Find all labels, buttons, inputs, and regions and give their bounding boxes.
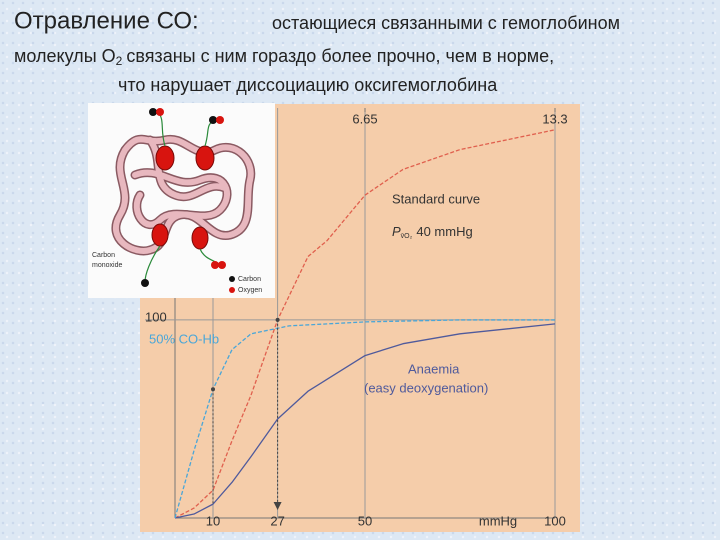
arrow-head	[273, 502, 282, 510]
plot: 100 10 27 50 100 mmHg 6.65 13.3 Standard curve Pv…	[145, 108, 568, 528]
slide-text: что нарушает диссоциацию оксигемоглобина	[118, 75, 498, 95]
slide-text: остающиеся связанными с гемоглобином	[272, 13, 620, 33]
inset-label: monoxide	[92, 262, 122, 269]
series-line	[174, 319, 555, 519]
slide-text: молекулы O	[14, 46, 116, 66]
inset-label: Carbon	[92, 252, 115, 259]
series-label: 50% CO-Hb	[149, 331, 219, 346]
x-tick-label: 50	[358, 513, 372, 528]
y-tick-label: 100	[145, 309, 167, 324]
series-label: Anaemia	[408, 361, 460, 376]
x-tick-label: 10	[206, 513, 220, 528]
series-label: Standard curve	[392, 191, 480, 206]
ligand-atoms	[141, 108, 235, 293]
subscript: 2	[116, 54, 123, 68]
annotation-p: P	[392, 224, 401, 239]
slide-text: связаны с ним гораздо более прочно, чем …	[126, 46, 554, 66]
hemoglobin-inset: Carbon monoxide Carbon Oxygen	[88, 103, 275, 298]
slide-heading: Отравление СО:	[14, 7, 199, 34]
annotation: Pv̄O₂ 40 mmHg	[392, 224, 473, 239]
x-tick-label: 100	[544, 513, 566, 528]
marker	[275, 317, 280, 322]
inset-legend: Oxygen	[238, 287, 262, 294]
marker	[211, 387, 215, 392]
x2-tick-label: 13.3	[542, 111, 567, 126]
x2-tick-label: 6.65	[352, 111, 377, 126]
x-tick-label: 27	[270, 513, 284, 528]
series-line	[174, 129, 556, 519]
slide-text: молекулы O2 связаны с ним гораздо более п…	[14, 46, 554, 68]
x-axis-label: mmHg	[479, 513, 517, 528]
annotation-rest: 40 mmHg	[416, 224, 472, 239]
series-line	[174, 323, 556, 519]
inset-legend: Carbon	[238, 276, 261, 283]
annotation-sub: v̄O₂	[401, 233, 413, 240]
series-note: (easy deoxygenation)	[364, 380, 488, 395]
